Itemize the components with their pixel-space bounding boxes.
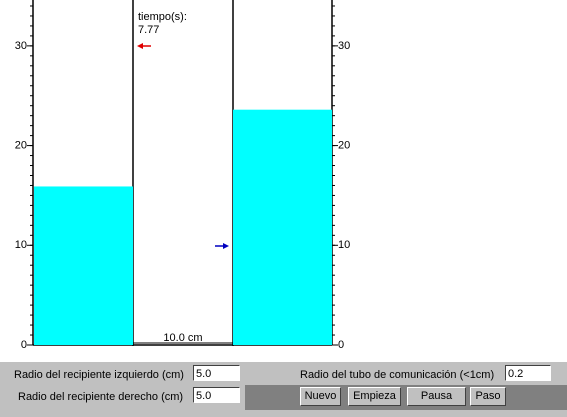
left-radius-label: Radio del recipiente izquierdo (cm) [14, 369, 184, 381]
button-bar [245, 385, 567, 410]
button[interactable]: Pausa [407, 387, 466, 406]
tick-label-right: 10 [338, 239, 350, 251]
tick-label-left: 20 [15, 139, 27, 151]
tube-label: 10.0 cm [163, 332, 202, 344]
button[interactable]: Paso [470, 387, 506, 406]
tick-label-right: 0 [338, 339, 344, 351]
arrow-right [223, 243, 229, 249]
tube-radius-input[interactable]: 0.2 [505, 365, 551, 381]
tick-label-right: 30 [338, 40, 350, 52]
button[interactable]: Empieza [348, 387, 401, 406]
tick-label-left: 30 [15, 40, 27, 52]
right-radius-input[interactable]: 5.0 [193, 387, 240, 403]
water-left [34, 186, 133, 345]
water-right [233, 109, 332, 345]
right-radius-label: Radio del recipiente derecho (cm) [18, 391, 184, 403]
tick-label-right: 20 [338, 139, 350, 151]
arrow-left [137, 43, 143, 49]
control-panel: Radio del recipiente izquierdo (cm) 5.0 … [0, 362, 567, 417]
time-value: 7.77 [138, 24, 159, 36]
tube-radius-label: Radio del tubo de comunicación (<1cm) [300, 369, 495, 381]
tick-label-left: 0 [21, 339, 27, 351]
button[interactable]: Nuevo [300, 387, 341, 406]
time-label: tiempo(s): [138, 11, 187, 23]
tick-label-left: 10 [15, 239, 27, 251]
left-radius-input[interactable]: 5.0 [193, 365, 240, 381]
simulation: 30 30 20 20 10 10 0 0 tiempo(s): 7.77 10.0 cm [15, 0, 350, 351]
